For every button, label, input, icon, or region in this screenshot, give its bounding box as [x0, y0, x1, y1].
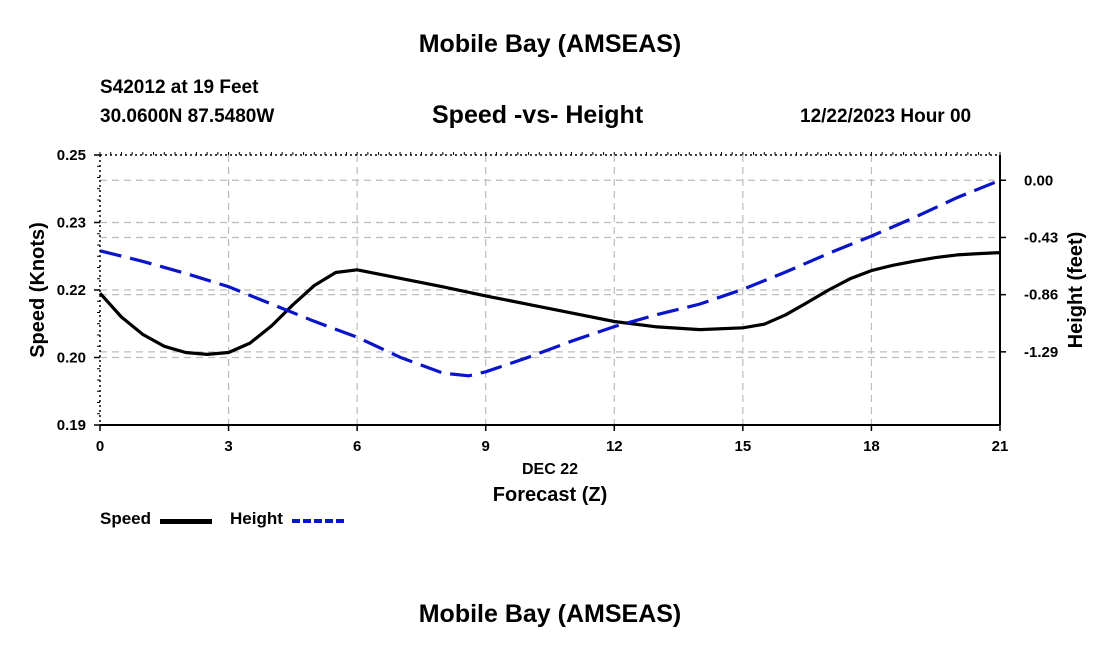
legend-speed-swatch — [160, 519, 212, 524]
x-axis-tick-label: 18 — [863, 438, 880, 455]
left-axis-tick-label: 0.20 — [57, 350, 86, 367]
right-axis-tick-label: 0.00 — [1024, 172, 1053, 189]
station-label: S42012 at 19 Feet — [100, 77, 259, 98]
series-line-speed — [98, 251, 1001, 356]
x-axis-tick-label: 3 — [224, 438, 232, 455]
right-axis-title: Height (feet) — [1065, 232, 1087, 349]
x-axis-tick-label: 9 — [482, 438, 490, 455]
x-axis-tick-label: 21 — [992, 438, 1009, 455]
right-axis-tick-label: -0.86 — [1024, 287, 1058, 304]
axis-labels: 0.25 0.23 0.22 0.20 0.19 0.00 -0.43 -0.86 -1.29 0… — [27, 147, 1087, 506]
right-axis-tick-label: -1.29 — [1024, 344, 1058, 361]
x-axis-tick-label: 12 — [606, 438, 623, 455]
coordinates-label: 30.0600N 87.5480W — [100, 106, 275, 127]
legend-height-swatch — [292, 519, 344, 523]
x-axis-tick-label: 0 — [96, 438, 104, 455]
legend-speed-label: Speed — [100, 509, 152, 528]
x-axis-date-label: DEC 22 — [522, 461, 578, 478]
left-axis-tick-label: 0.23 — [57, 215, 86, 232]
chart-title-bottom: Mobile Bay (AMSEAS) — [418, 600, 682, 628]
right-axis-tick-label: -0.43 — [1024, 229, 1058, 246]
left-axis-tick-label: 0.22 — [57, 282, 86, 299]
x-axis-tick-label: 6 — [353, 438, 361, 455]
left-axis-title: Speed (Knots) — [27, 222, 49, 358]
left-axis-tick-label: 0.19 — [57, 417, 86, 434]
x-axis-tick-label: 15 — [735, 438, 752, 455]
forecast-datetime: 12/22/2023 Hour 00 — [800, 106, 972, 127]
chart-title-top: Mobile Bay (AMSEAS) — [418, 30, 682, 58]
series — [98, 178, 1001, 378]
grid — [100, 155, 1000, 425]
left-axis-tick-label: 0.25 — [57, 147, 86, 164]
x-axis-title: Forecast (Z) — [493, 484, 607, 506]
plot-frame — [94, 152, 1006, 431]
chart-subtitle: Speed -vs- Height — [432, 101, 644, 129]
legend-height-label: Height — [230, 509, 283, 528]
series-line-height — [99, 178, 1001, 378]
